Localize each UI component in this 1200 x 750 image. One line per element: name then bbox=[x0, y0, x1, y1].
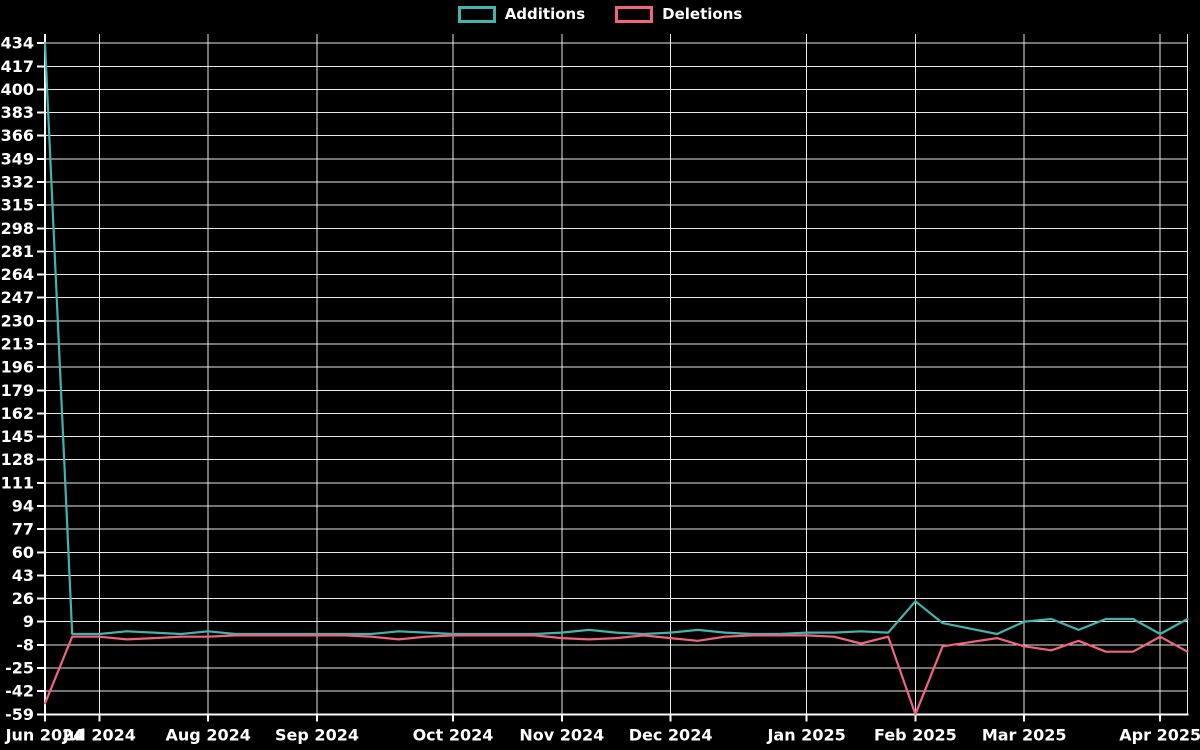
x-tick-label: Jun 2024 bbox=[5, 725, 85, 744]
additions-legend-swatch bbox=[457, 6, 496, 23]
y-tick-label: 434 bbox=[1, 34, 34, 53]
deletions-legend-swatch bbox=[615, 6, 654, 23]
y-tick-label: 230 bbox=[1, 311, 34, 330]
y-tick-label: 383 bbox=[1, 103, 34, 122]
y-tick-label: 400 bbox=[1, 80, 34, 99]
x-tick-label: Apr 2025 bbox=[1119, 725, 1200, 744]
y-tick-label: 349 bbox=[1, 149, 34, 168]
y-tick-label: 111 bbox=[1, 473, 34, 492]
legend-item-deletions: Deletions bbox=[615, 6, 742, 23]
x-tick-label: Feb 2025 bbox=[874, 725, 957, 744]
x-tick-label: Jul 2024 bbox=[62, 725, 136, 744]
series-line-additions bbox=[43, 42, 1189, 636]
y-tick-label: 417 bbox=[1, 57, 34, 76]
legend-item-additions: Additions bbox=[457, 5, 586, 23]
y-tick-label: -8 bbox=[16, 635, 34, 654]
additions-legend-label: Additions bbox=[504, 5, 586, 23]
y-tick-label: 26 bbox=[12, 589, 34, 608]
y-tick-label: -25 bbox=[5, 659, 34, 678]
y-tick-label: 77 bbox=[12, 520, 34, 539]
y-tick-label: 247 bbox=[1, 288, 34, 307]
series-line-deletions bbox=[43, 634, 1189, 716]
x-tick-label: Oct 2024 bbox=[413, 725, 494, 744]
y-tick-label: -42 bbox=[5, 682, 34, 701]
deletions-legend-label: Deletions bbox=[662, 5, 743, 23]
y-tick-label: 213 bbox=[1, 335, 34, 354]
x-tick-label: Sep 2024 bbox=[275, 725, 359, 744]
y-tick-label: 145 bbox=[1, 427, 34, 446]
y-tick-label: -59 bbox=[5, 705, 34, 724]
y-tick-label: 281 bbox=[1, 242, 34, 261]
x-tick-label: Jan 2025 bbox=[766, 725, 845, 744]
y-tick-label: 366 bbox=[1, 126, 34, 145]
y-tick-label: 9 bbox=[23, 612, 34, 631]
y-tick-label: 315 bbox=[1, 196, 34, 215]
x-tick-label: Nov 2024 bbox=[519, 725, 604, 744]
y-tick-label: 332 bbox=[1, 173, 34, 192]
y-tick-label: 179 bbox=[1, 381, 34, 400]
x-tick-label: Mar 2025 bbox=[982, 725, 1067, 744]
x-tick-label: Aug 2024 bbox=[166, 725, 251, 744]
y-tick-label: 264 bbox=[1, 265, 34, 284]
y-tick-label: 94 bbox=[12, 497, 34, 516]
x-tick-label: Dec 2024 bbox=[629, 725, 713, 744]
y-tick-label: 162 bbox=[1, 404, 34, 423]
y-tick-label: 43 bbox=[12, 566, 34, 585]
y-tick-label: 196 bbox=[1, 358, 34, 377]
y-tick-label: 128 bbox=[1, 450, 34, 469]
y-tick-label: 298 bbox=[1, 219, 34, 238]
chart-legend: Additions Deletions bbox=[0, 6, 1200, 23]
y-tick-label: 60 bbox=[12, 543, 34, 562]
